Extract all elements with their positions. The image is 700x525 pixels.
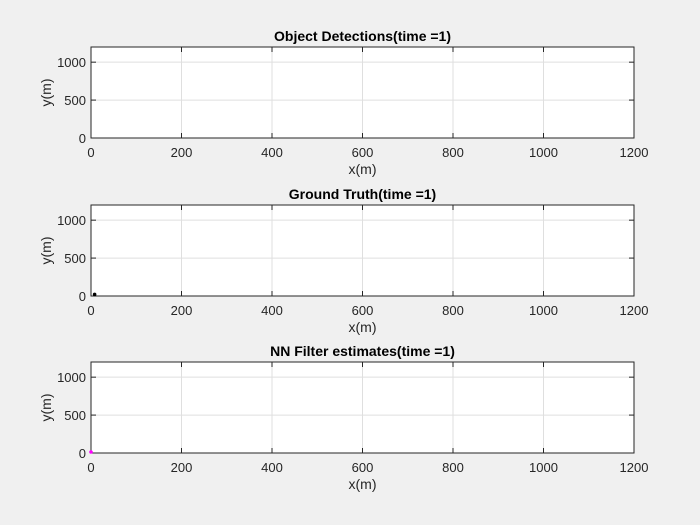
x-axis-label: x(m) <box>349 319 377 335</box>
x-tick-label: 400 <box>261 303 283 318</box>
chart-title: Object Detections(time =1) <box>274 28 451 44</box>
x-tick-label: 0 <box>87 303 94 318</box>
x-tick-label: 0 <box>87 460 94 475</box>
x-tick-label: 600 <box>352 145 374 160</box>
subplot-2: 0 200 400 600 800 1000 1200 0 500 1000 Ground Trut… <box>38 186 648 335</box>
chart-title: Ground Truth(time =1) <box>289 186 436 202</box>
x-axis-label: x(m) <box>349 476 377 492</box>
y-tick-label: 500 <box>64 408 86 423</box>
x-tick-label: 600 <box>352 460 374 475</box>
y-axis-label: y(m) <box>38 394 54 422</box>
subplots: 0 200 400 600 800 1000 1200 0 500 1000 Object Dete… <box>38 28 648 492</box>
x-tick-label: 200 <box>171 145 193 160</box>
y-axis-label: y(m) <box>38 237 54 265</box>
x-tick-label: 400 <box>261 145 283 160</box>
x-tick-label: 0 <box>87 145 94 160</box>
x-tick-label: 1200 <box>620 460 649 475</box>
x-tick-label: 800 <box>442 303 464 318</box>
x-tick-label: 1200 <box>620 303 649 318</box>
x-tick-label: 600 <box>352 303 374 318</box>
y-tick-label: 1000 <box>57 370 86 385</box>
x-tick-label: 1000 <box>529 460 558 475</box>
y-axis-label: y(m) <box>38 79 54 107</box>
chart-title: NN Filter estimates(time =1) <box>270 343 455 359</box>
y-tick-label: 0 <box>79 131 86 146</box>
y-tick-label: 500 <box>64 93 86 108</box>
y-tick-label: 1000 <box>57 213 86 228</box>
x-tick-label: 200 <box>171 460 193 475</box>
x-tick-label: 1000 <box>529 145 558 160</box>
x-tick-label: 1000 <box>529 303 558 318</box>
x-tick-label: 800 <box>442 145 464 160</box>
x-axis-label: x(m) <box>349 161 377 177</box>
data-point <box>89 450 93 454</box>
x-tick-label: 200 <box>171 303 193 318</box>
y-tick-label: 1000 <box>57 55 86 70</box>
y-tick-label: 0 <box>79 446 86 461</box>
x-tick-label: 800 <box>442 460 464 475</box>
x-tick-label: 400 <box>261 460 283 475</box>
y-tick-label: 500 <box>64 251 86 266</box>
x-tick-label: 1200 <box>620 145 649 160</box>
y-tick-label: 0 <box>79 289 86 304</box>
subplot-3: 0 200 400 600 800 1000 1200 0 500 1000 NN Filter e… <box>38 343 648 492</box>
data-point <box>92 292 97 297</box>
subplot-1: 0 200 400 600 800 1000 1200 0 500 1000 Object Dete… <box>38 28 648 177</box>
